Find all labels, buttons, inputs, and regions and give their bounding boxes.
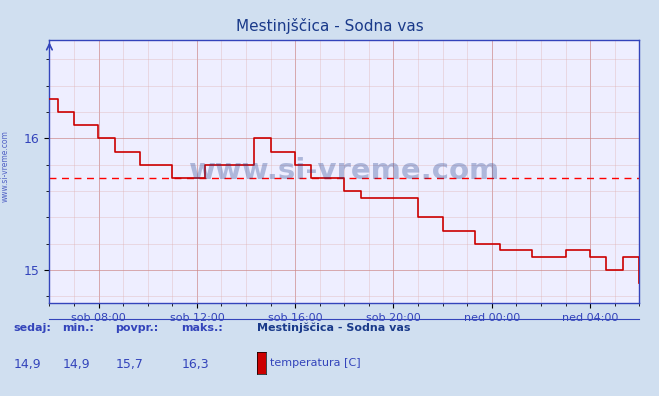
Text: 16,3: 16,3 <box>181 358 209 371</box>
Text: Mestinjščica - Sodna vas: Mestinjščica - Sodna vas <box>257 323 411 333</box>
Text: 15,7: 15,7 <box>115 358 143 371</box>
Text: povpr.:: povpr.: <box>115 323 159 333</box>
Text: www.si-vreme.com: www.si-vreme.com <box>1 130 10 202</box>
Text: Mestinjščica - Sodna vas: Mestinjščica - Sodna vas <box>236 18 423 34</box>
Text: sedaj:: sedaj: <box>13 323 51 333</box>
Text: maks.:: maks.: <box>181 323 223 333</box>
Text: 14,9: 14,9 <box>13 358 41 371</box>
Text: www.si-vreme.com: www.si-vreme.com <box>188 157 500 185</box>
Text: 14,9: 14,9 <box>63 358 90 371</box>
Text: min.:: min.: <box>63 323 94 333</box>
Text: temperatura [C]: temperatura [C] <box>270 358 361 368</box>
